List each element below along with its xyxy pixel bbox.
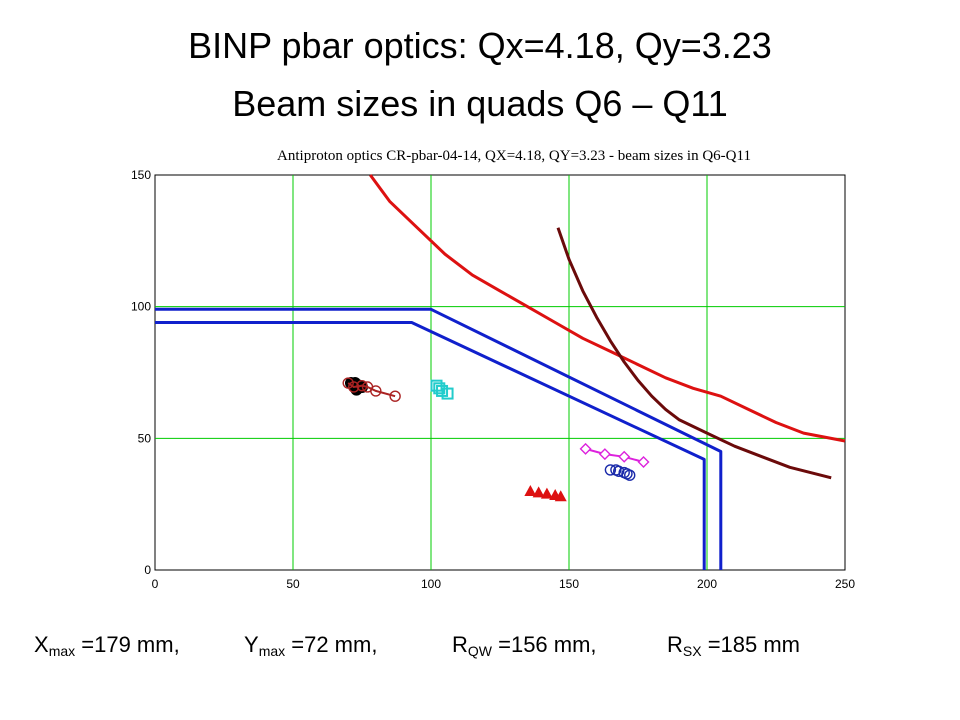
data-point	[356, 379, 368, 392]
data-point	[618, 450, 631, 463]
curve-line-2	[556, 227, 832, 480]
data-point	[624, 469, 636, 481]
plot-area: 0 50 100 150 200 250 0 50 100 150	[131, 168, 855, 591]
data-point	[612, 465, 625, 477]
x-tick-label: 150	[559, 577, 579, 591]
x-tick-label: 50	[286, 577, 300, 591]
data-point	[604, 464, 617, 476]
x-tick-label: 250	[835, 577, 855, 591]
slide-title-line2: Beam sizes in quads Q6 – Q11	[232, 83, 728, 124]
y-tick-label: 50	[138, 431, 152, 445]
x-tick-label: 100	[421, 577, 441, 591]
curve-line-1	[369, 174, 846, 443]
data-point	[389, 390, 401, 402]
x-tick-label: 0	[152, 577, 159, 591]
plot-frame	[154, 174, 846, 571]
data-point	[370, 385, 382, 397]
data-point	[554, 490, 567, 502]
rsx-label: RSX =185 mm	[667, 632, 801, 659]
series-connector-5	[585, 447, 644, 463]
data-point	[540, 487, 553, 499]
curve-line-3	[155, 307, 723, 570]
y-tick-label: 100	[131, 300, 151, 314]
slide-title-line1: BINP pbar optics: Qx=4.18, Qy=3.23	[188, 25, 772, 66]
data-point	[598, 448, 611, 461]
y-tick-label: 150	[131, 168, 151, 182]
data-point	[579, 442, 592, 455]
curve-line-4	[155, 321, 706, 570]
data-point	[441, 387, 454, 400]
data-point	[348, 381, 360, 393]
xmax-label: Xmax =179 mm,	[34, 632, 180, 659]
data-point	[532, 486, 545, 498]
data-point	[524, 485, 537, 496]
y-tick-label: 0	[144, 563, 151, 577]
ymax-label: Ymax =72 mm,	[244, 632, 378, 659]
chart-title: Antiproton optics CR-pbar-04-14, QX=4.18…	[277, 148, 751, 164]
data-point	[637, 456, 650, 469]
x-tick-label: 200	[697, 577, 717, 591]
rqw-label: RQW =156 mm,	[452, 632, 597, 659]
